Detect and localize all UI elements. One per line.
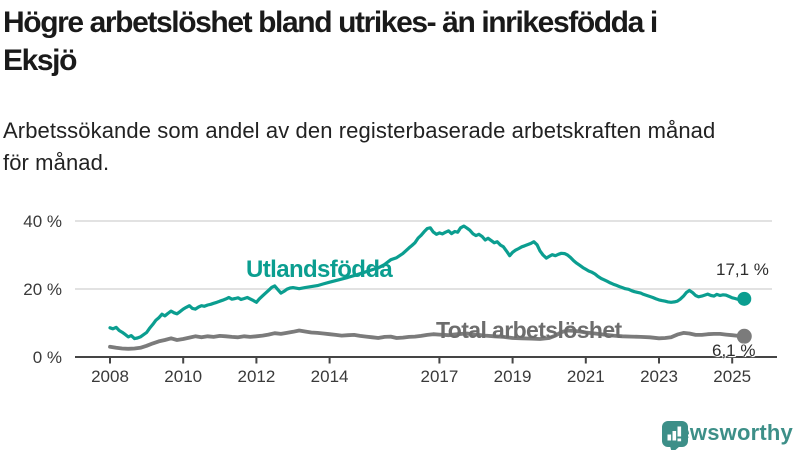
y-tick-label: 20 %	[23, 280, 62, 299]
y-tick-label: 40 %	[23, 212, 62, 231]
newsworthy-logo[interactable]: Newsworthy	[661, 420, 793, 450]
series-label-utlandsfodda: Utlandsfödda	[246, 256, 393, 283]
x-tick-label: 2017	[420, 367, 458, 386]
x-tick-label: 2023	[640, 367, 678, 386]
line-series-total	[108, 328, 747, 351]
chart-title-line-2: Eksjö	[3, 44, 77, 77]
chart-subtitle-line-1: Arbetssökande som andel av den registerb…	[3, 118, 716, 143]
end-dot-utlandsfodda	[737, 291, 752, 306]
x-tick-label: 2019	[494, 367, 532, 386]
line-series-utlandsfodda	[108, 224, 746, 341]
x-tick-label: 2014	[311, 367, 349, 386]
y-tick-label: 0 %	[33, 348, 62, 367]
end-value-label-total: 6,1 %	[712, 341, 756, 360]
chart-subtitle: Arbetssökande som andel av den registerb…	[3, 115, 799, 179]
end-dot-total	[736, 328, 752, 344]
end-value-label-utlandsfodda: 17,1 %	[716, 260, 769, 279]
chart-title: Högre arbetslöshet bland utrikes- än inr…	[3, 4, 799, 80]
chart-title-line-1: Högre arbetslöshet bland utrikes- än inr…	[3, 6, 658, 39]
series-label-total-arbetsloshet: Total arbetslöshet	[436, 317, 622, 343]
x-tick-label: 2010	[164, 367, 202, 386]
chart-subtitle-line-2: för månad.	[3, 150, 110, 175]
newsworthy-icon	[662, 421, 689, 450]
x-tick-label: 2025	[713, 367, 751, 386]
x-tick-label: 2008	[91, 367, 129, 386]
x-tick-label: 2012	[237, 367, 275, 386]
x-tick-label: 2021	[567, 367, 605, 386]
